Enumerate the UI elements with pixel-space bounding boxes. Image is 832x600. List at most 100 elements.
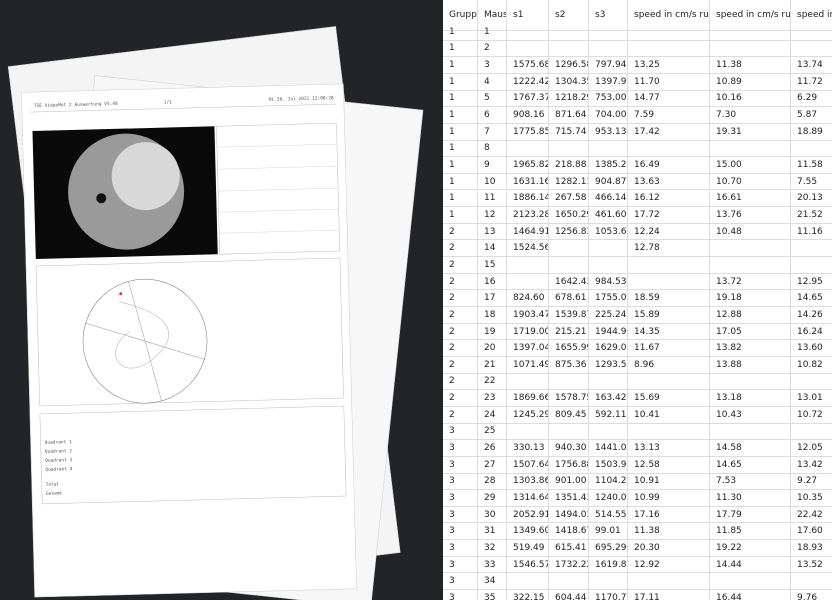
- table-cell: 901.00: [549, 473, 589, 491]
- table-cell: [710, 423, 791, 441]
- table-cell: 16.61: [710, 190, 791, 208]
- table-cell: 604.44: [549, 590, 589, 600]
- table-cell: 12: [478, 207, 507, 224]
- table-cell: [791, 24, 832, 41]
- table-cell: 1: [443, 173, 478, 191]
- table-cell: 3: [478, 57, 507, 74]
- table-cell: 13.72: [710, 273, 791, 291]
- table-cell: 13.25: [628, 57, 710, 74]
- table-cell: 10.72: [791, 407, 832, 424]
- table-cell: 8: [478, 140, 507, 158]
- table-cell: 11.70: [628, 73, 710, 91]
- table-cell: 1494.03: [549, 506, 589, 524]
- table-cell: 1: [443, 207, 478, 224]
- table-cell: 14.58: [710, 440, 791, 457]
- table-cell: 14: [478, 240, 507, 258]
- table-cell: 14.35: [628, 323, 710, 341]
- table-cell: 10.82: [791, 357, 832, 374]
- table-cell: 6: [478, 107, 507, 124]
- table-cell: 32: [478, 540, 507, 557]
- table-cell: 13.01: [791, 390, 832, 407]
- table-cell: 1629.08: [589, 340, 628, 357]
- table-cell: 9.76: [791, 590, 832, 600]
- table-cell: 3: [443, 573, 478, 591]
- table-cell: [710, 573, 791, 591]
- table-cell: [791, 240, 832, 258]
- table-cell: 10.99: [628, 490, 710, 507]
- table-cell: 2052.91: [507, 506, 549, 524]
- table-cell: 21: [478, 357, 507, 374]
- table-cell: [791, 141, 832, 158]
- table-cell: 10.70: [710, 173, 791, 191]
- table-cell: 30: [478, 506, 507, 524]
- table-cell: 2: [443, 307, 478, 324]
- table-cell: [710, 373, 791, 391]
- table-cell: 953.13: [589, 123, 628, 141]
- table-cell: [549, 257, 589, 274]
- table-cell: 3: [443, 540, 478, 557]
- table-cell: 19: [478, 323, 507, 341]
- table-cell: 20.13: [791, 191, 832, 208]
- table-cell: 10.41: [628, 406, 710, 424]
- table-cell: 1: [443, 57, 478, 74]
- table-cell: [589, 40, 628, 58]
- table-cell: 5: [478, 90, 507, 108]
- table-cell: 1: [443, 157, 478, 174]
- table-cell: 1397.04: [507, 340, 549, 357]
- table-cell: 1296.58: [549, 57, 589, 74]
- table-cell: [507, 24, 549, 41]
- table-cell: 17.05: [710, 323, 791, 341]
- table-cell: 7: [478, 123, 507, 141]
- table-cell: 1245.29: [507, 406, 549, 424]
- table-cell: 1578.75: [549, 390, 589, 407]
- table-cell: [507, 257, 549, 274]
- table-cell: 2: [478, 40, 507, 58]
- table-cell: 3: [443, 473, 478, 491]
- table-cell: [589, 24, 628, 41]
- table-cell: 34: [478, 573, 507, 591]
- table-cell: [589, 257, 628, 274]
- paper-stack: TSE VideoMot 2 Auswertung V5.48 1/1 Mi 2…: [0, 0, 443, 600]
- region-label: Quadrant 2: [45, 448, 73, 455]
- table-cell: 11.85: [710, 523, 791, 541]
- table-cell: 1397.90: [589, 73, 628, 91]
- table-cell: 1: [443, 123, 478, 141]
- table-cell: 753.00: [589, 90, 628, 108]
- table-cell: speed in cm/s run 2: [710, 0, 791, 31]
- table-cell: 514.55: [589, 506, 628, 524]
- table-cell: 12.05: [791, 440, 832, 457]
- table-cell: [628, 40, 710, 58]
- table-cell: 12.24: [628, 223, 710, 241]
- table-cell: 2: [443, 373, 478, 391]
- region-label: Total: [46, 481, 60, 487]
- table-cell: [589, 140, 628, 158]
- table-cell: 15.89: [628, 307, 710, 324]
- table-cell: 1293.53: [589, 357, 628, 374]
- table-cell: 13.52: [791, 557, 832, 574]
- table-cell: 14.44: [710, 556, 791, 574]
- table-cell: 1755.07: [589, 290, 628, 308]
- table-cell: 12.58: [628, 456, 710, 474]
- table-cell: 21.52: [791, 207, 832, 224]
- front-paper: TSE VideoMot 2 Auswertung V5.48 1/1 Mi 2…: [21, 83, 357, 598]
- table-cell: [791, 257, 832, 274]
- table-cell: 1314.64: [507, 490, 549, 507]
- table-cell: s1: [507, 0, 549, 31]
- table-cell: 28: [478, 473, 507, 491]
- table-cell: speed in cm/s run 1: [628, 0, 710, 31]
- table-cell: 12.95: [791, 274, 832, 291]
- table-cell: 7.59: [628, 107, 710, 124]
- table-cell: [589, 423, 628, 441]
- table-cell: 1170.76: [589, 590, 628, 600]
- table-cell: 26: [478, 440, 507, 457]
- table-cell: 1869.66: [507, 390, 549, 407]
- table-cell: 19.31: [710, 123, 791, 141]
- table-cell: 1304.35: [549, 73, 589, 91]
- table-cell: 7.30: [710, 107, 791, 124]
- table-cell: 1655.99: [549, 340, 589, 357]
- table-cell: 16: [478, 273, 507, 291]
- table-cell: 20.30: [628, 540, 710, 557]
- table-cell: 940.30: [549, 440, 589, 457]
- table-cell: 7.53: [710, 473, 791, 491]
